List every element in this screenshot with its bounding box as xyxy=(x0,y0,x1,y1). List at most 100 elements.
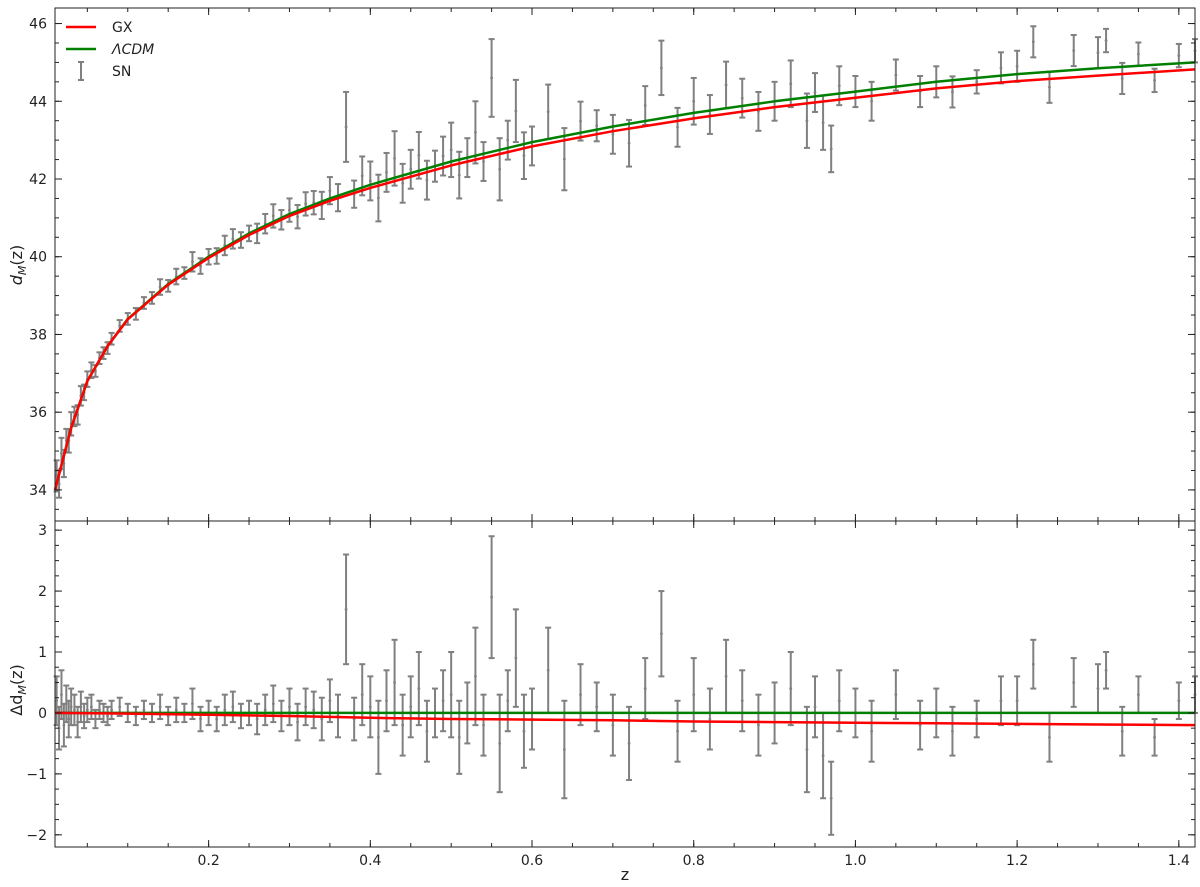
sn-errorbar xyxy=(399,162,406,204)
sn-residual-errorbar xyxy=(690,657,697,733)
sn-errorbar xyxy=(480,141,487,182)
sn-residual-errorbar xyxy=(480,693,487,757)
sn-errorbar xyxy=(286,197,293,223)
sn-residual-errorbar xyxy=(229,690,236,724)
legend-lcdm-label: ΛCDM xyxy=(111,42,154,58)
sn-residual-errorbar xyxy=(213,705,220,733)
sn-residual-errorbar xyxy=(221,693,228,727)
sn-residual-errorbar xyxy=(472,626,479,727)
sn-errorbar xyxy=(520,131,527,180)
sn-residual-errorbar xyxy=(706,687,713,751)
sn-residual-errorbar xyxy=(58,669,65,721)
sn-errorbar xyxy=(1070,34,1077,68)
sn-residual-errorbar xyxy=(391,638,398,727)
sn-errorbar xyxy=(302,191,309,217)
sn-errorbar xyxy=(1119,61,1126,95)
bottom-x-ticks: 0.2 0.4 0.6 0.8 1.0 1.2 1.4 xyxy=(86,521,1190,869)
legend: GX ΛCDM SN xyxy=(66,20,154,81)
top-panel-distance-modulus: 34 36 38 40 42 44 46 dM(z) GX ΛCDM SN xyxy=(7,7,1198,522)
sn-residual-errorbar xyxy=(108,699,115,721)
sn-errorbar xyxy=(973,69,980,95)
sn-residual-errorbar xyxy=(1030,638,1037,690)
sn-residual-errorbar xyxy=(674,699,681,763)
x-axis-label: z xyxy=(621,865,629,884)
sn-errorbar xyxy=(828,124,835,174)
y-tick-label: 2 xyxy=(38,584,47,600)
sn-errorbar xyxy=(440,135,447,177)
sn-errorbar xyxy=(343,90,350,163)
sn-errorbar xyxy=(512,78,519,144)
sn-residual-errorbar xyxy=(343,553,350,666)
sn-residual-errorbar xyxy=(326,678,333,724)
top-y-ticks: 34 36 38 40 42 44 46 xyxy=(29,17,1195,510)
sn-residual-errorbar xyxy=(868,699,875,763)
sn-residual-errorbar xyxy=(173,696,180,724)
sn-errorbar xyxy=(690,76,697,126)
sn-errorbar xyxy=(254,222,261,245)
sn-residual-errorbar xyxy=(132,705,139,727)
legend-sn-swatch xyxy=(78,61,84,81)
sn-residual-errorbar xyxy=(65,699,72,739)
sn-residual-errorbar xyxy=(440,669,447,733)
sn-errorbar xyxy=(577,100,584,142)
y-tick-label: −1 xyxy=(26,767,47,783)
sn-errorbar xyxy=(448,121,455,179)
y-tick-label: 0 xyxy=(38,706,47,722)
sn-residual-errorbar xyxy=(973,699,980,739)
sn-errorbar xyxy=(593,109,600,143)
sn-residual-errorbar xyxy=(104,705,111,727)
sn-errorbar xyxy=(658,39,665,97)
y-tick-label: 38 xyxy=(29,327,47,343)
sn-residual-errorbar xyxy=(84,696,91,724)
sn-errorbar xyxy=(868,80,875,122)
sn-residual-errorbar xyxy=(658,590,665,678)
bottom-panel-residuals: −2 −1 0 1 2 3 0.2 0.4 0.6 0.8 1.0 1.2 1.4 ΔdM(z) z xyxy=(7,520,1198,884)
bottom-y-axis-label: ΔdM(z) xyxy=(7,664,29,716)
model-curves-bottom xyxy=(54,711,1196,727)
sn-residual-errorbar xyxy=(254,702,261,736)
sn-errorbar xyxy=(1030,25,1037,59)
sn-residual-errorbar xyxy=(262,693,269,727)
sn-residual-errorbar xyxy=(642,657,649,721)
x-tick-label: 1.4 xyxy=(1168,853,1190,869)
sn-residual-errorbar xyxy=(367,675,374,739)
sn-errorbar xyxy=(407,148,414,190)
sn-residual-errorbar xyxy=(626,705,633,781)
sn-residual-errorbar xyxy=(803,705,810,794)
sn-residual-errorbar xyxy=(917,699,924,751)
sn-residual-errorbar xyxy=(77,690,84,724)
model-curves-top xyxy=(53,61,1196,491)
sn-errorbar xyxy=(383,151,390,193)
sn-residual-errorbar xyxy=(812,675,818,739)
sn-errorbar xyxy=(812,72,818,113)
sn-errorbar xyxy=(949,75,956,109)
x-tick-label: 0.2 xyxy=(197,853,219,869)
y-tick-label: 42 xyxy=(29,172,47,188)
legend-gx-label: GX xyxy=(112,20,133,36)
sn-residual-errorbar xyxy=(488,535,495,660)
sn-residual-errorbar xyxy=(504,669,511,733)
x-tick-label: 0.8 xyxy=(683,853,705,869)
sn-residual-errorbar xyxy=(836,669,843,733)
sn-errorbar xyxy=(472,100,479,165)
sn-residual-errorbar xyxy=(302,687,309,727)
sn-errorbar xyxy=(294,204,301,230)
sn-residual-errorbar xyxy=(399,693,406,757)
sn-errorbar xyxy=(221,234,228,257)
x-tick-label: 0.4 xyxy=(359,853,381,869)
x-tick-label: 1.2 xyxy=(1006,853,1028,869)
x-tick-label: 0.6 xyxy=(521,853,543,869)
sn-residual-errorbar xyxy=(318,696,325,742)
sn-residual-errorbar xyxy=(949,705,956,757)
sn-residual-errorbar xyxy=(383,669,390,733)
bottom-plot-frame xyxy=(54,520,1196,848)
y-tick-label: 44 xyxy=(29,94,47,110)
sn-residual-errorbar xyxy=(286,687,293,727)
sn-residual-errorbar xyxy=(496,693,503,794)
sn-errorbar xyxy=(488,38,495,118)
sn-residual-errorbar xyxy=(140,699,147,721)
sn-errorbar xyxy=(359,155,366,197)
sn-errorbar xyxy=(496,137,503,202)
legend-sn-label: SN xyxy=(112,64,131,80)
sn-errorbar xyxy=(173,267,180,286)
